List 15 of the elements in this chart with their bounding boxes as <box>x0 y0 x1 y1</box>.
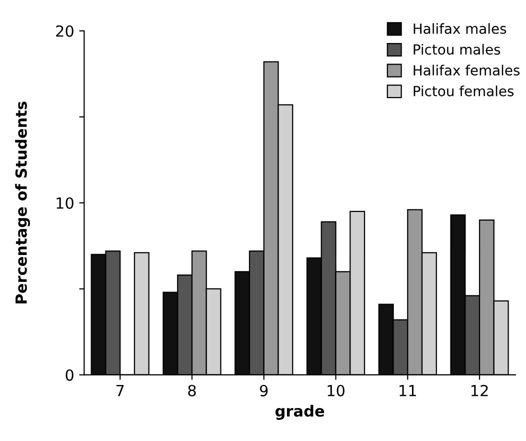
x-tick-label: 8 <box>188 384 196 396</box>
x-tick-label: 12 <box>471 384 488 396</box>
legend-label: Pictou females <box>414 86 514 96</box>
y-tick-label: 20 <box>56 25 74 37</box>
x-tick-label: 7 <box>116 385 124 396</box>
y-axis-title: Percentage of Students <box>15 102 30 304</box>
x-tick-label: 9 <box>260 384 268 396</box>
x-tick-label: 11 <box>400 385 416 396</box>
legend-label: Halifax males <box>414 23 506 34</box>
legend-label: Pictou males <box>414 44 500 55</box>
x-axis-title: grade <box>275 404 324 420</box>
x-tick-label: 10 <box>328 384 344 396</box>
y-tick-label: 0 <box>66 369 74 381</box>
legend-label: Halifax females <box>414 64 520 76</box>
y-tick-label: 10 <box>56 197 74 209</box>
